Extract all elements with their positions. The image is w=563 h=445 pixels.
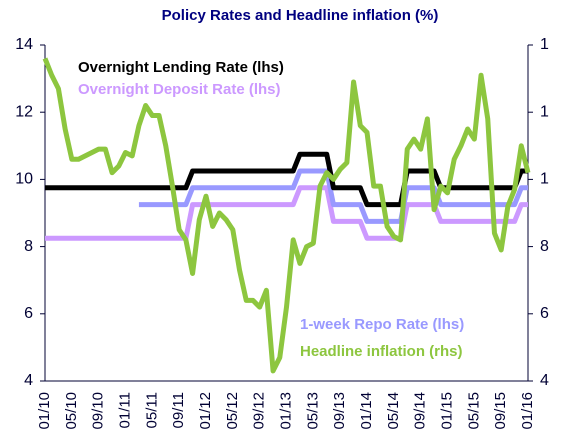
legend-label: Overnight Deposit Rate (lhs) (78, 81, 281, 98)
x-tick-label: 01/12 (197, 392, 214, 430)
y-tick-label: 14 (15, 36, 33, 53)
chart-title: Policy Rates and Headline inflation (%) (162, 7, 439, 24)
x-tick-label: 09/13 (331, 392, 348, 430)
x-tick-label: 01/15 (438, 392, 455, 430)
x-tick-label: 01/10 (36, 392, 53, 430)
x-tick-label: 05/14 (385, 392, 402, 430)
y-tick-label: 12 (15, 103, 33, 120)
x-tick-label: 05/12 (224, 392, 241, 430)
y2-tick-label: 6 (540, 305, 549, 322)
legend-label: Overnight Lending Rate (lhs) (78, 59, 284, 76)
y-tick-label: 8 (24, 238, 33, 255)
line-series (45, 185, 528, 241)
x-tick-label: 09/14 (412, 392, 429, 430)
x-tick-label: 09/10 (90, 392, 107, 430)
x-tick-label: 05/10 (63, 392, 80, 430)
y2-tick-label: 8 (540, 238, 549, 255)
x-tick-label: 01/13 (277, 392, 294, 430)
legend-label: Headline inflation (rhs) (300, 343, 463, 360)
y2-tick-label: 1 (540, 103, 549, 120)
x-tick-label: 01/11 (116, 392, 133, 428)
line-series (138, 168, 528, 224)
x-tick-label: 09/15 (492, 392, 509, 430)
x-tick-label: 01/16 (519, 392, 536, 430)
y2-tick-label: 4 (540, 372, 549, 389)
x-tick-label: 09/11 (170, 392, 187, 428)
x-tick-label: 01/14 (358, 392, 375, 430)
line-series (42, 57, 531, 374)
y-tick-label: 10 (15, 171, 33, 188)
x-tick-label: 05/11 (143, 392, 160, 428)
x-tick-label: 09/12 (251, 392, 268, 430)
legend-label: 1-week Repo Rate (lhs) (300, 316, 464, 333)
y-tick-label: 6 (24, 305, 33, 322)
y-tick-label: 4 (24, 372, 33, 389)
y2-tick-label: 1 (540, 171, 549, 188)
x-tick-label: 05/13 (304, 392, 321, 430)
x-tick-label: 05/15 (465, 392, 482, 430)
y2-tick-label: 1 (540, 36, 549, 53)
